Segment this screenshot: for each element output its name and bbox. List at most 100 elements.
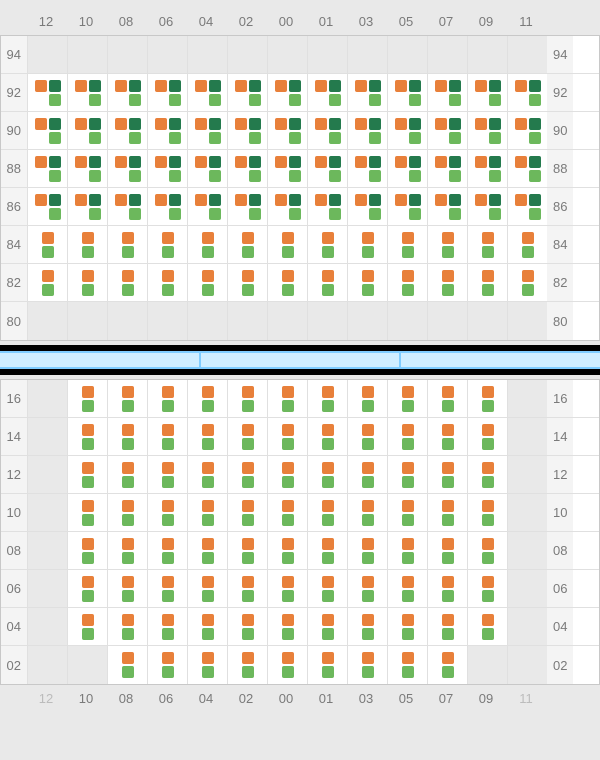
grid-cell[interactable] [67,112,107,149]
grid-cell[interactable] [467,532,507,569]
grid-cell[interactable] [427,380,467,417]
grid-cell[interactable] [107,74,147,111]
grid-cell[interactable] [307,150,347,187]
grid-cell[interactable] [267,646,307,684]
grid-cell[interactable] [227,646,267,684]
grid-cell[interactable] [107,264,147,301]
grid-cell[interactable] [107,226,147,263]
grid-cell[interactable] [467,74,507,111]
grid-cell[interactable] [147,418,187,455]
grid-cell[interactable] [467,264,507,301]
grid-cell[interactable] [307,264,347,301]
grid-cell[interactable] [347,608,387,645]
grid-cell[interactable] [187,646,227,684]
grid-cell[interactable] [307,608,347,645]
grid-cell[interactable] [347,646,387,684]
grid-cell[interactable] [27,188,67,225]
grid-cell[interactable] [187,456,227,493]
grid-cell[interactable] [227,112,267,149]
grid-cell[interactable] [67,150,107,187]
grid-cell[interactable] [67,456,107,493]
grid-cell[interactable] [387,264,427,301]
grid-cell[interactable] [427,532,467,569]
grid-cell[interactable] [267,226,307,263]
grid-cell[interactable] [507,74,547,111]
grid-cell[interactable] [347,532,387,569]
grid-cell[interactable] [147,532,187,569]
grid-cell[interactable] [107,380,147,417]
grid-cell[interactable] [267,380,307,417]
grid-cell[interactable] [267,608,307,645]
grid-cell[interactable] [187,188,227,225]
grid-cell[interactable] [427,418,467,455]
grid-cell[interactable] [467,112,507,149]
grid-cell[interactable] [67,188,107,225]
grid-cell[interactable] [227,74,267,111]
grid-cell[interactable] [387,226,427,263]
grid-cell[interactable] [227,150,267,187]
grid-cell[interactable] [267,74,307,111]
grid-cell[interactable] [347,570,387,607]
grid-cell[interactable] [307,532,347,569]
grid-cell[interactable] [187,264,227,301]
grid-cell[interactable] [307,380,347,417]
grid-cell[interactable] [507,264,547,301]
grid-cell[interactable] [27,226,67,263]
grid-cell[interactable] [67,608,107,645]
grid-cell[interactable] [467,188,507,225]
grid-cell[interactable] [147,570,187,607]
grid-cell[interactable] [107,456,147,493]
grid-cell[interactable] [347,494,387,531]
grid-cell[interactable] [67,74,107,111]
grid-cell[interactable] [387,112,427,149]
grid-cell[interactable] [227,494,267,531]
grid-cell[interactable] [227,188,267,225]
grid-cell[interactable] [387,456,427,493]
grid-cell[interactable] [347,264,387,301]
grid-cell[interactable] [347,456,387,493]
grid-cell[interactable] [427,74,467,111]
grid-cell[interactable] [227,380,267,417]
grid-cell[interactable] [107,418,147,455]
grid-cell[interactable] [187,112,227,149]
grid-cell[interactable] [427,150,467,187]
grid-cell[interactable] [427,608,467,645]
grid-cell[interactable] [267,188,307,225]
grid-cell[interactable] [507,188,547,225]
grid-cell[interactable] [187,532,227,569]
grid-cell[interactable] [387,646,427,684]
grid-cell[interactable] [507,112,547,149]
grid-cell[interactable] [27,264,67,301]
grid-cell[interactable] [107,608,147,645]
grid-cell[interactable] [307,226,347,263]
grid-cell[interactable] [267,150,307,187]
grid-cell[interactable] [107,494,147,531]
grid-cell[interactable] [467,418,507,455]
grid-cell[interactable] [267,494,307,531]
grid-cell[interactable] [307,570,347,607]
grid-cell[interactable] [187,418,227,455]
grid-cell[interactable] [387,494,427,531]
grid-cell[interactable] [387,380,427,417]
grid-cell[interactable] [507,150,547,187]
grid-cell[interactable] [107,570,147,607]
grid-cell[interactable] [147,112,187,149]
grid-cell[interactable] [67,380,107,417]
grid-cell[interactable] [307,112,347,149]
grid-cell[interactable] [67,418,107,455]
grid-cell[interactable] [347,418,387,455]
grid-cell[interactable] [147,74,187,111]
grid-cell[interactable] [387,150,427,187]
grid-cell[interactable] [427,188,467,225]
grid-cell[interactable] [387,532,427,569]
grid-cell[interactable] [147,494,187,531]
grid-cell[interactable] [467,456,507,493]
grid-cell[interactable] [347,188,387,225]
grid-cell[interactable] [27,74,67,111]
grid-cell[interactable] [347,150,387,187]
grid-cell[interactable] [347,380,387,417]
grid-cell[interactable] [427,570,467,607]
grid-cell[interactable] [67,570,107,607]
grid-cell[interactable] [387,570,427,607]
grid-cell[interactable] [227,418,267,455]
